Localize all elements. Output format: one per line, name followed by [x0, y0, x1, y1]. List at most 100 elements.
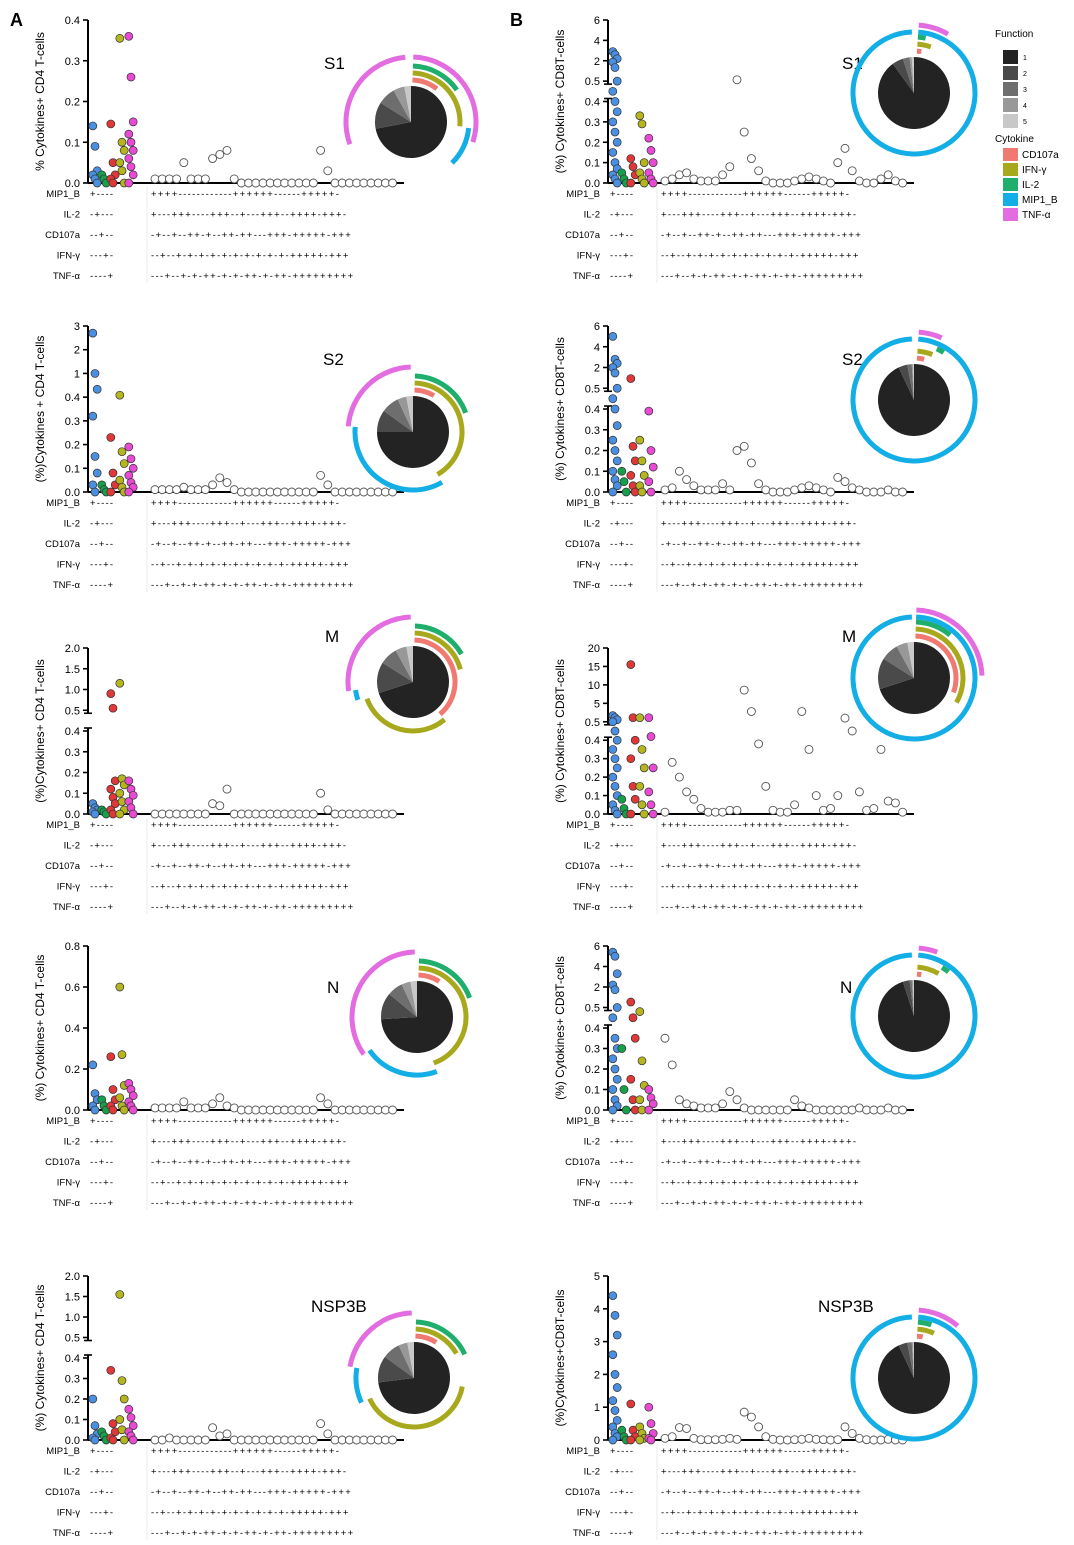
data-point-mip1b [92, 178, 102, 188]
y-tick-label: 0.4 [65, 392, 80, 404]
legend-cytokine-label: MIP1_B [1022, 195, 1058, 206]
data-point-multi [725, 1433, 735, 1443]
data-point-multi [761, 485, 771, 495]
y-tick-label: 3 [74, 321, 80, 333]
antigen-label: M [842, 627, 856, 646]
data-point-multi [316, 1093, 326, 1103]
data-point-mip1b [612, 763, 622, 773]
data-point-tnf [646, 1419, 656, 1428]
data-point-multi [215, 473, 225, 483]
data-point-ifn [117, 1050, 127, 1060]
pie-arc-tnf [918, 22, 950, 37]
y-tick-label: 3 [594, 1337, 600, 1349]
antigen-label: M [325, 627, 339, 646]
combination-multi: -+--+--++-+--++-++---+++-+++++-+++ [151, 1157, 352, 1168]
data-point-multi [667, 1432, 677, 1442]
panel-label-b: B [510, 10, 523, 30]
combination-single: ----+ [610, 271, 634, 282]
data-point-il2 [621, 487, 631, 497]
pie-arc-cd107a [916, 971, 922, 978]
combination-table: MIP1_B +---- ++++------------++++++------+… [565, 496, 863, 592]
legend-cytokine-swatch [1003, 148, 1018, 161]
data-point-mip1b [88, 1060, 98, 1070]
data-point-cd107a [626, 1399, 636, 1409]
y-tick-label: 0.2 [585, 1064, 600, 1076]
pie-arc-cd107a [412, 77, 439, 91]
pie-arc-tnf [918, 329, 943, 341]
data-point-cd107a [108, 1435, 118, 1445]
data-point-multi [876, 1105, 886, 1115]
pie-slice-function-3 [383, 399, 413, 432]
combination-single: ---+- [90, 560, 114, 571]
data-point-mip1b [612, 1415, 622, 1425]
pie-arc-il2 [414, 623, 464, 656]
pie-arc-ifn [364, 697, 447, 734]
data-point-mip1b [90, 809, 100, 819]
pie-arc-ifn [412, 70, 463, 127]
data-point-multi [179, 158, 189, 168]
pie-arc-il2 [940, 965, 951, 974]
combination-single: ---+- [90, 251, 114, 262]
row-label: MIP1_B [566, 820, 600, 831]
data-point-mip1b [612, 421, 622, 430]
data-point-mip1b [608, 1085, 618, 1094]
data-point-cd107a [628, 162, 638, 172]
y-tick-label: 0.3 [65, 416, 80, 428]
legend-function-swatch [1003, 50, 1018, 64]
data-point-multi [869, 804, 879, 813]
data-point-ifn [635, 1007, 645, 1016]
data-point-ifn [119, 146, 129, 155]
data-point-cd107a [108, 178, 118, 188]
data-point-ifn [117, 137, 127, 147]
combination-single: ----+ [610, 580, 634, 591]
combination-multi: --+--+-+-+-+-+-+-+-+-+-+-+++++-+++ [151, 251, 350, 262]
data-point-mip1b [610, 951, 620, 961]
data-point-multi [898, 487, 908, 497]
data-point-multi [790, 176, 800, 186]
row-label: IFN-γ [577, 251, 600, 262]
legend-function-title: Function [995, 29, 1033, 40]
data-point-multi [811, 483, 821, 493]
y-tick-label: 5 [594, 1271, 600, 1283]
combination-single: +---- [90, 820, 114, 831]
data-point-cd107a [108, 468, 118, 478]
chart-b-s1: 0.0 0.1 0.2 0.3 0.4 0.5 2 4 6 (%) Cytokines+ CD8T… [553, 15, 914, 283]
pie-slice-function-5 [911, 57, 914, 93]
chart-a-s1: 0.0 0.1 0.2 0.3 0.4 % Cytokines+ CD4 T-cells M… [33, 15, 404, 283]
data-point-ifn [635, 713, 645, 723]
row-label: TNF-α [573, 902, 601, 913]
data-point-mip1b [610, 1064, 620, 1074]
y-tick-label: 0.4 [65, 1353, 80, 1365]
row-label: IL-2 [64, 1467, 80, 1478]
y-tick-label: 1 [594, 1402, 600, 1414]
data-point-multi [840, 1422, 850, 1432]
data-point-multi [316, 470, 326, 480]
combination-single: --+-- [610, 1487, 634, 1498]
data-point-multi [674, 1095, 684, 1105]
data-point-mip1b [610, 1370, 620, 1379]
y-tick-label: 0.2 [65, 97, 80, 109]
combination-single: -+--- [90, 210, 114, 221]
y-tick-label: 0 [594, 1435, 600, 1447]
pie-arc-cd107a [916, 48, 922, 55]
y-tick-label: 1 [74, 368, 80, 380]
data-point-cd107a [106, 784, 116, 794]
pie-arc-mip1b [850, 336, 978, 464]
data-point-mip1b [612, 1330, 622, 1340]
combination-single: --+-- [90, 539, 114, 550]
y-axis-label: (%)Cytokines+ CD4 T-cells [33, 659, 47, 802]
data-point-multi [323, 166, 333, 176]
data-point-multi [833, 473, 843, 482]
y-tick-label: 2 [594, 982, 600, 994]
data-point-tnf [644, 1402, 654, 1412]
data-point-multi [847, 483, 857, 493]
data-point-multi [754, 479, 764, 489]
data-point-multi [797, 483, 807, 493]
y-tick-label: 1.0 [65, 685, 80, 697]
y-tick-label: 2 [594, 56, 600, 68]
row-label: CD107a [565, 861, 601, 872]
chart-a-nsp3b: 0.0 0.1 0.2 0.3 0.4 0.5 1.0 1.5 2.0 (%) Cytokines… [33, 1271, 404, 1540]
pie-arc-mip1b [850, 952, 978, 1080]
combination-multi: ++++------------++++++------+++++- [661, 189, 850, 200]
combination-multi: ---+--+-+-++-+-+-++-+-++-+++++++++ [661, 1198, 865, 1209]
